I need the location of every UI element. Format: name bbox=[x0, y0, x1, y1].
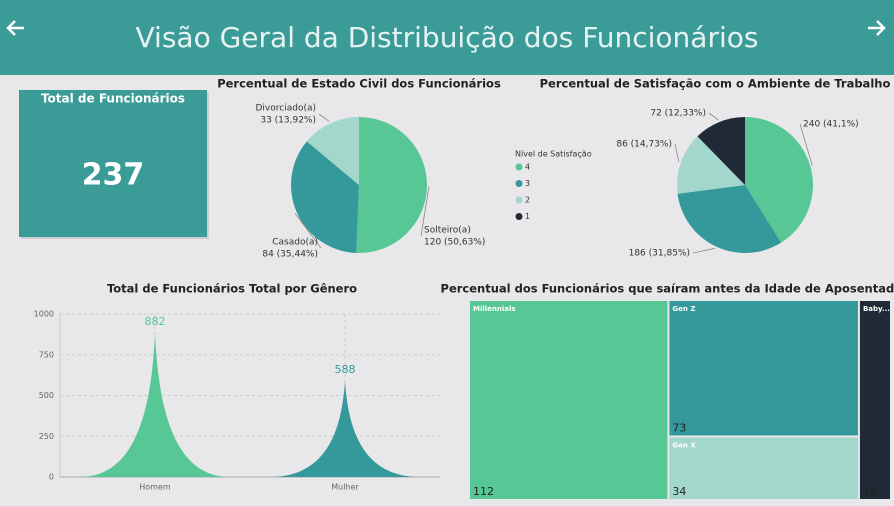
x-tick-label: Mulher bbox=[331, 483, 359, 492]
slice-label: 84 (35,44%) bbox=[262, 250, 318, 260]
y-tick-label: 1000 bbox=[34, 310, 54, 319]
tile-value: 73 bbox=[672, 421, 686, 434]
y-tick-label: 750 bbox=[39, 350, 54, 359]
back-arrow[interactable] bbox=[6, 20, 24, 36]
legend-swatch bbox=[515, 196, 523, 204]
x-tick-label: Homem bbox=[139, 483, 171, 492]
header-band bbox=[0, 0, 894, 75]
slice-label: 120 (50,63%) bbox=[424, 238, 485, 248]
tile-value: 34 bbox=[672, 485, 686, 498]
slice-category: Casado(a) bbox=[272, 238, 318, 248]
chart-title: Total de Funcionários Total por Gênero bbox=[107, 282, 357, 296]
leader-line bbox=[420, 186, 430, 237]
pie-slice bbox=[306, 117, 359, 185]
slice-category: Solteiro(a) bbox=[424, 226, 471, 236]
slice-category: Divorciado(a) bbox=[256, 104, 317, 114]
tile-name: Millennials bbox=[473, 305, 516, 313]
value-label: 588 bbox=[335, 363, 356, 376]
pie-slice bbox=[676, 136, 745, 194]
slice-label: 186 (31,85%) bbox=[629, 249, 690, 259]
legend-label: 1 bbox=[525, 212, 530, 221]
kpi-card bbox=[19, 90, 207, 237]
tile-value: 112 bbox=[473, 485, 494, 498]
treemap-tile bbox=[669, 301, 858, 436]
slice-label: 240 (41,1%) bbox=[803, 120, 859, 130]
slice-label: 33 (13,92%) bbox=[260, 116, 316, 126]
next-arrow[interactable] bbox=[868, 20, 886, 36]
header-title: Visão Geral da Distribuição dos Funcioná… bbox=[136, 21, 759, 54]
y-tick-label: 0 bbox=[49, 473, 54, 482]
tile-value: 18 bbox=[863, 485, 877, 498]
leader-line bbox=[294, 213, 322, 249]
legend-swatch bbox=[515, 180, 523, 187]
leader-line bbox=[692, 247, 716, 254]
legend-label: 4 bbox=[525, 163, 530, 172]
leader-line bbox=[708, 112, 719, 121]
tile-name: Gen X bbox=[672, 441, 696, 449]
pie-slice bbox=[697, 117, 745, 185]
kpi-title: Total de Funcionários bbox=[41, 92, 185, 106]
legend-label: 2 bbox=[525, 196, 530, 205]
tile-name: Gen Z bbox=[672, 305, 695, 313]
pie-slice bbox=[291, 141, 359, 253]
legend-swatch bbox=[515, 213, 523, 220]
treemap-tile bbox=[470, 301, 668, 499]
legend-title: Nível de Satisfação bbox=[515, 150, 592, 159]
kpi-value: 237 bbox=[82, 158, 145, 193]
legend-label: 3 bbox=[525, 179, 530, 188]
chart-title: Percentual de Estado Civil dos Funcionár… bbox=[217, 77, 501, 91]
y-tick-label: 500 bbox=[39, 391, 54, 400]
value-label: 882 bbox=[145, 315, 166, 328]
chart-title: Percentual dos Funcionários que saíram a… bbox=[441, 282, 894, 296]
chart-title: Percentual de Satisfação com o Ambiente … bbox=[540, 77, 891, 91]
spike bbox=[270, 381, 420, 477]
pie-slice bbox=[745, 117, 813, 243]
treemap-tile bbox=[859, 301, 890, 499]
leader-line bbox=[318, 113, 330, 122]
legend-swatch bbox=[515, 163, 523, 171]
leader-line bbox=[799, 123, 813, 166]
pie-slice bbox=[356, 117, 427, 253]
leader-line bbox=[674, 143, 680, 163]
y-tick-label: 250 bbox=[39, 432, 54, 441]
slice-label: 86 (14,73%) bbox=[616, 140, 672, 150]
pie-slice bbox=[677, 185, 782, 253]
treemap-tile bbox=[669, 437, 858, 499]
tile-name: Baby... bbox=[863, 305, 890, 313]
spike bbox=[80, 333, 230, 477]
slice-label: 72 (12,33%) bbox=[650, 109, 706, 119]
